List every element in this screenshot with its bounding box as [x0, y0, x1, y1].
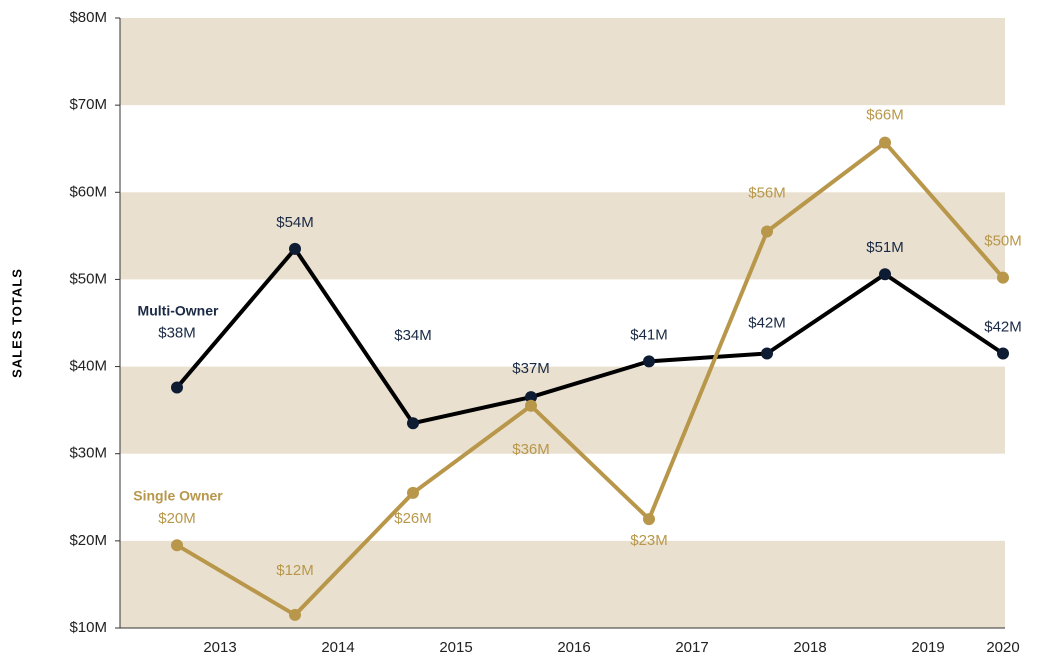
series-name: Multi-Owner: [138, 303, 219, 319]
value-label: $66M: [866, 107, 904, 124]
x-tick-label: 2016: [557, 639, 590, 656]
value-label: $26M: [394, 510, 432, 527]
point: [525, 391, 537, 404]
y-tick-label: $30M: [69, 445, 107, 462]
point: [761, 347, 773, 360]
value-label: $50M: [984, 233, 1022, 250]
value-label: $41M: [630, 326, 668, 343]
y-tick-label: $60M: [69, 183, 107, 200]
y-tick-label: $50M: [69, 270, 107, 287]
y-tick-label: $80M: [69, 9, 107, 26]
point: [171, 381, 183, 394]
value-label: $34M: [394, 327, 432, 344]
point: [643, 513, 655, 526]
x-tick-label: 2013: [203, 639, 236, 656]
value-label: $42M: [748, 314, 786, 331]
x-tick-label: 2015: [439, 639, 472, 656]
point: [643, 355, 655, 368]
x-tick-label: 2014: [321, 639, 354, 656]
point: [289, 242, 301, 255]
point: [997, 347, 1009, 360]
value-label: $23M: [630, 532, 668, 549]
point: [761, 225, 773, 238]
x-tick-label: 2019: [911, 639, 944, 656]
y-tick-label: $10M: [69, 619, 107, 636]
x-tick-label: 2017: [675, 639, 708, 656]
band: [120, 366, 1005, 454]
series-name: Single Owner: [133, 488, 223, 504]
y-tick-label: $70M: [69, 96, 107, 113]
y-axis-label: SALES TOTALS: [9, 268, 24, 378]
value-label: $20M: [158, 510, 196, 527]
point: [289, 608, 301, 621]
value-label: $54M: [276, 214, 314, 231]
band: [120, 18, 1005, 106]
point: [407, 486, 419, 499]
x-tick-label: 2020: [986, 639, 1019, 656]
value-label: $36M: [512, 441, 550, 458]
point: [525, 399, 537, 412]
point: [879, 268, 891, 281]
value-label: $37M: [512, 360, 550, 377]
y-tick-label: $40M: [69, 358, 107, 375]
point: [407, 417, 419, 430]
band: [120, 540, 1005, 628]
band: [120, 192, 1005, 280]
series-line: [175, 246, 1005, 426]
value-label: $51M: [866, 239, 904, 256]
x-tick-label: 2018: [793, 639, 826, 656]
point: [879, 136, 891, 149]
point: [171, 539, 183, 552]
value-label: $38M: [158, 324, 196, 341]
value-label: $42M: [984, 318, 1022, 335]
series-line: [175, 140, 1005, 617]
y-tick-label: $20M: [69, 532, 107, 549]
point: [997, 271, 1009, 284]
value-label: $12M: [276, 562, 314, 579]
value-label: $56M: [748, 184, 786, 201]
